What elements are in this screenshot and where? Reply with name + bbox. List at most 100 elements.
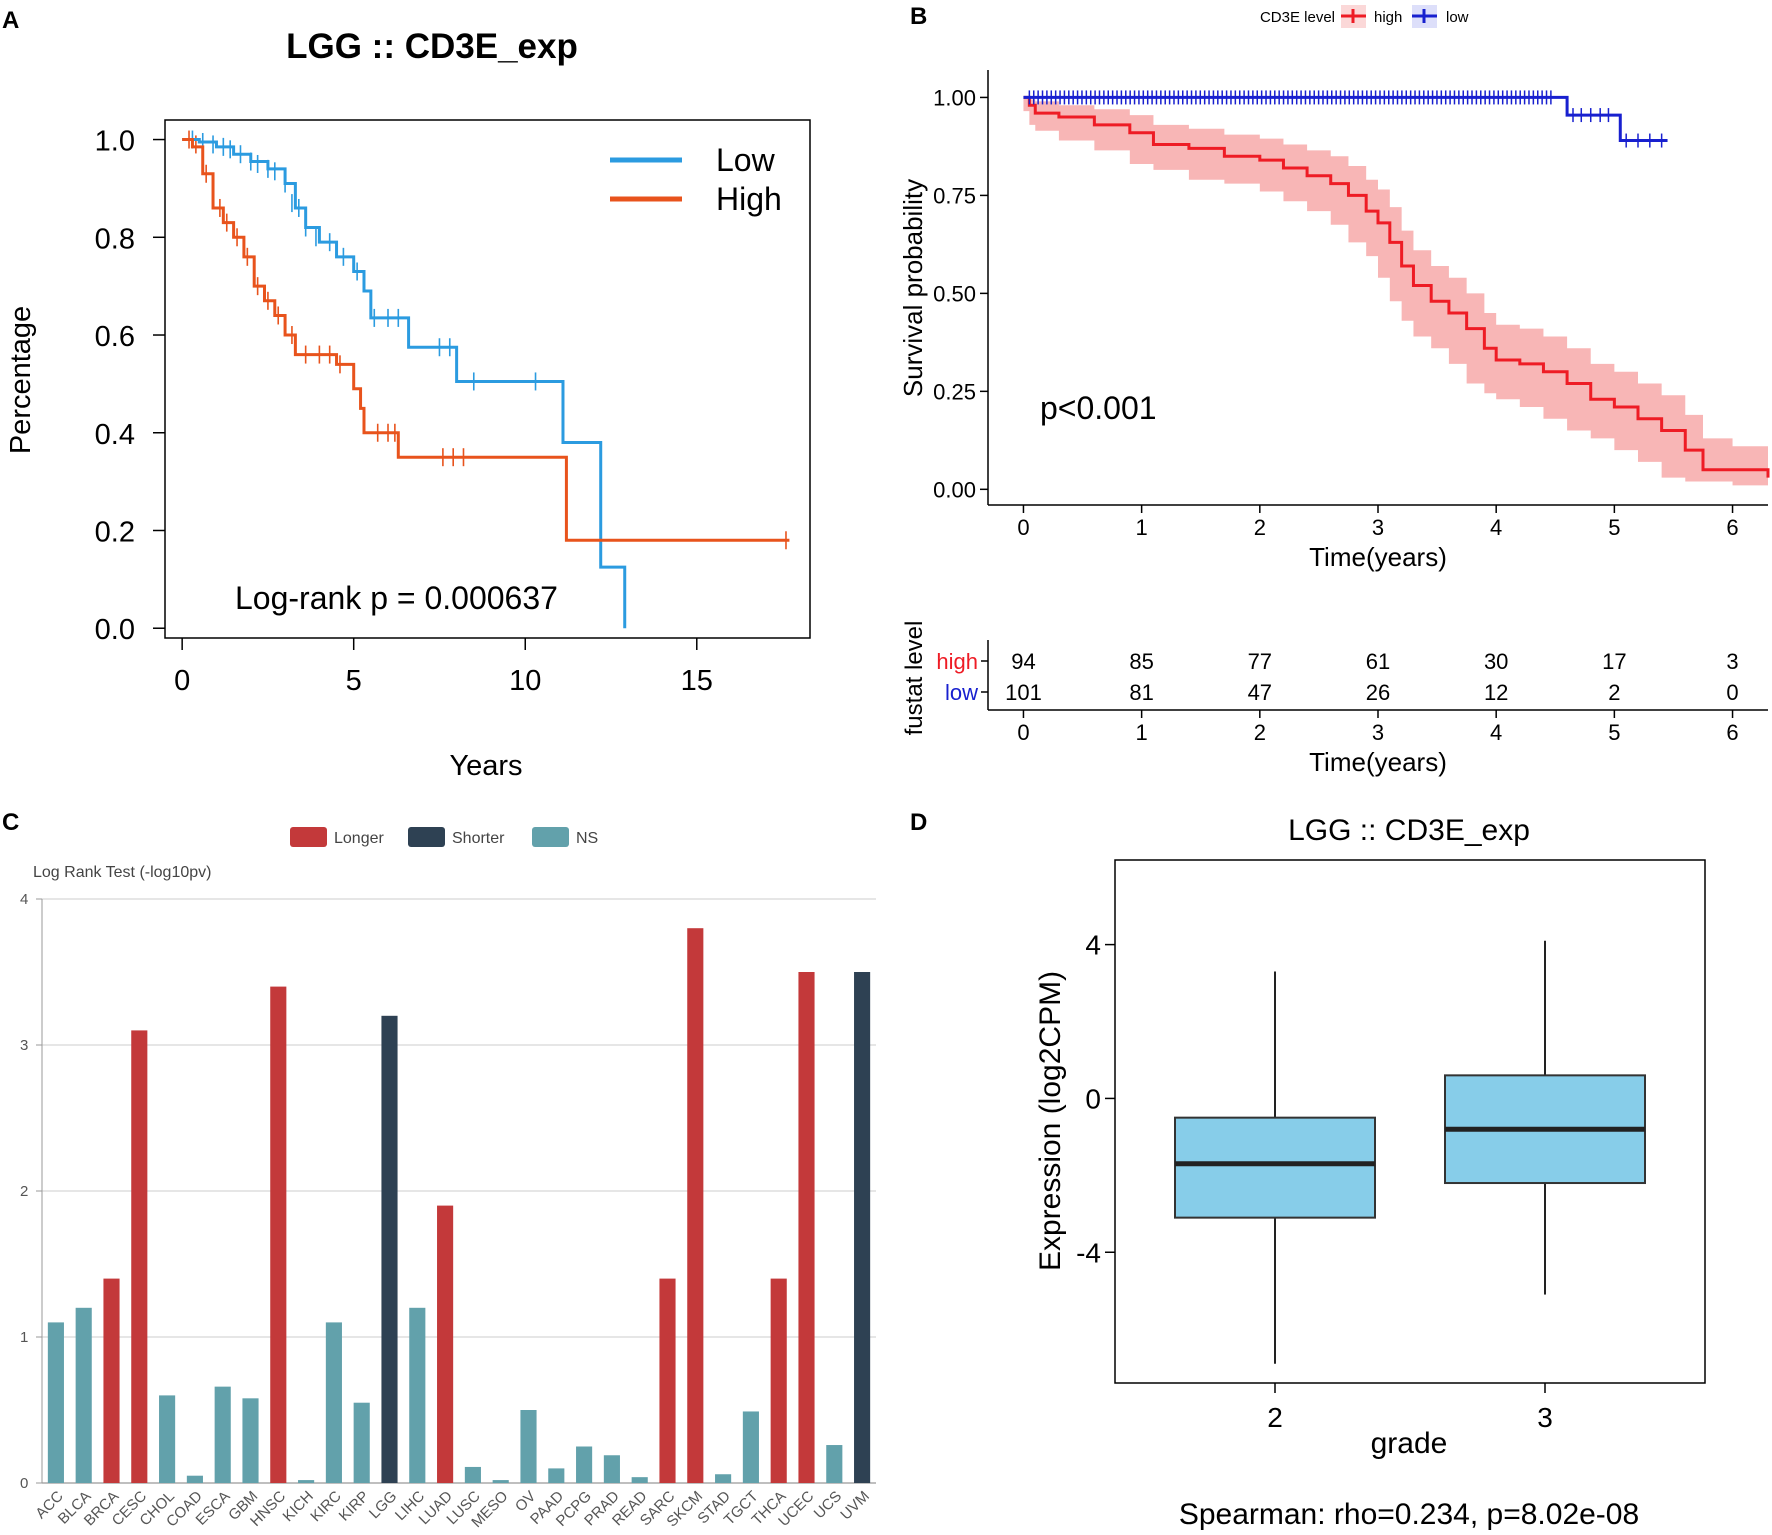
bar-blca	[75, 1307, 92, 1483]
bar-chol	[159, 1395, 176, 1483]
panel-b-legend-title: CD3E level	[1260, 9, 1335, 26]
y-tick-label: 0.4	[95, 419, 135, 451]
risk-row-label-high: high	[936, 649, 978, 674]
bar-stad	[715, 1474, 732, 1483]
panel-d-plot-frame	[1114, 859, 1706, 1384]
bar-tgct	[742, 1411, 759, 1483]
y-tick-label: 0	[1085, 1083, 1101, 1114]
panel-a-km-plot: A LGG :: CD3E_exp 0.0 0.2 0.4 0.6 0.8 1.0 0 5 1…	[2, 7, 811, 782]
risk-x-tick-label: 3	[1372, 720, 1384, 745]
y-tick-label: 0	[20, 1475, 28, 1492]
y-tick-label: 0.25	[933, 379, 976, 404]
y-tick-label: 0.75	[933, 183, 976, 208]
bar-thca	[770, 1278, 787, 1483]
x-tick-label: KIRP	[336, 1488, 373, 1525]
bar-ov	[520, 1410, 537, 1483]
y-tick-label: 4	[20, 891, 28, 908]
legend-high-label: high	[1374, 9, 1402, 26]
x-tick-label: UCS	[811, 1488, 845, 1522]
x-tick-label: 4	[1490, 515, 1502, 540]
legend-shorter-label: Shorter	[452, 830, 505, 847]
x-tick-label: UVM	[837, 1488, 873, 1524]
y-tick-label: 3	[20, 1037, 28, 1054]
x-tick-label: 2	[1267, 1402, 1283, 1433]
y-tick-label: 0.2	[95, 516, 135, 548]
bar-paad	[548, 1468, 565, 1483]
panel-b-km-plot: B CD3E level high low 0.00 0.25 0.50 0.75 1.…	[898, 3, 1770, 777]
x-tick-label: KIRC	[307, 1488, 344, 1525]
y-tick-label: 2	[20, 1183, 28, 1200]
bar-acc	[47, 1322, 64, 1483]
panel-a-x-label: Years	[449, 750, 522, 782]
x-tick-label: LGG	[366, 1488, 400, 1522]
risk-count-low: 47	[1248, 680, 1272, 705]
risk-x-tick-label: 1	[1136, 720, 1148, 745]
x-tick-label: 5	[346, 665, 362, 697]
panel-d-title: LGG :: CD3E_exp	[1288, 814, 1530, 847]
y-tick-label: -4	[1076, 1237, 1101, 1268]
bar-brca	[103, 1278, 120, 1483]
km-high-curve	[182, 138, 790, 542]
bar-lihc	[409, 1307, 426, 1483]
y-tick-label: 4	[1085, 930, 1101, 961]
panel-a-plot-frame	[164, 119, 811, 639]
x-tick-label: 3	[1537, 1402, 1553, 1433]
legend-shorter-swatch	[408, 827, 445, 847]
risk-count-high: 61	[1366, 649, 1390, 674]
bar-uvm	[854, 972, 871, 1483]
risk-row-label-low: low	[945, 680, 978, 705]
bar-gbm	[242, 1398, 259, 1483]
x-tick-label: 10	[509, 665, 541, 697]
risk-count-low: 0	[1726, 680, 1738, 705]
box-2-iqr	[1174, 1116, 1376, 1219]
panel-b-label: B	[910, 3, 927, 30]
bar-skcm	[687, 928, 704, 1483]
bar-coad	[186, 1475, 203, 1483]
legend-low-label: low	[1446, 9, 1469, 26]
risk-x-tick-label: 6	[1726, 720, 1738, 745]
y-tick-label: 0.0	[95, 614, 135, 646]
panel-a-title: LGG :: CD3E_exp	[286, 27, 578, 66]
bar-kirp	[353, 1402, 370, 1483]
panel-d-x-label: grade	[1371, 1427, 1448, 1460]
bar-cesc	[131, 1030, 148, 1483]
risk-count-high: 17	[1602, 649, 1626, 674]
risk-x-tick-label: 0	[1017, 720, 1029, 745]
risk-x-tick-label: 4	[1490, 720, 1502, 745]
risk-count-low: 101	[1005, 680, 1042, 705]
spearman-annotation: Spearman: rho=0.234, p=8.02e-08	[1179, 1498, 1639, 1531]
x-tick-label: 2	[1254, 515, 1266, 540]
risk-count-low: 26	[1366, 680, 1390, 705]
risk-table-x-label: Time(years)	[1309, 747, 1447, 777]
p-value-annotation: p<0.001	[1040, 390, 1157, 426]
panel-a-label: A	[2, 7, 19, 34]
y-tick-label: 0.50	[933, 281, 976, 306]
risk-count-high: 30	[1484, 649, 1508, 674]
legend-longer-swatch	[290, 827, 327, 847]
bar-lgg	[381, 1015, 398, 1483]
x-tick-label: 15	[681, 665, 713, 697]
bar-esca	[214, 1386, 231, 1483]
bar-luad	[437, 1205, 454, 1483]
panel-b-x-label: Time(years)	[1309, 542, 1447, 572]
panel-c-subtitle: Log Rank Test (-log10pv)	[33, 864, 211, 881]
legend-low-label: Low	[716, 142, 776, 178]
bar-meso	[492, 1480, 509, 1483]
bar-lusc	[464, 1466, 481, 1483]
risk-count-high: 77	[1248, 649, 1272, 674]
panel-c-label: C	[2, 809, 19, 836]
bar-kich	[298, 1480, 315, 1483]
risk-count-low: 2	[1608, 680, 1620, 705]
risk-table-y-label: fustat level	[901, 621, 928, 736]
risk-count-low: 81	[1129, 680, 1153, 705]
panel-d-box-plot: D LGG :: CD3E_exp 40-4 2 3 grade Expressi…	[910, 809, 1706, 1531]
y-tick-label: 0.6	[95, 321, 135, 353]
panel-d-label: D	[910, 809, 927, 836]
x-tick-label: 1	[1136, 515, 1148, 540]
risk-count-high: 3	[1726, 649, 1738, 674]
x-tick-label: 5	[1608, 515, 1620, 540]
km-low-curve	[182, 138, 627, 629]
legend-longer-label: Longer	[334, 830, 384, 847]
legend-high-label: High	[716, 181, 782, 217]
